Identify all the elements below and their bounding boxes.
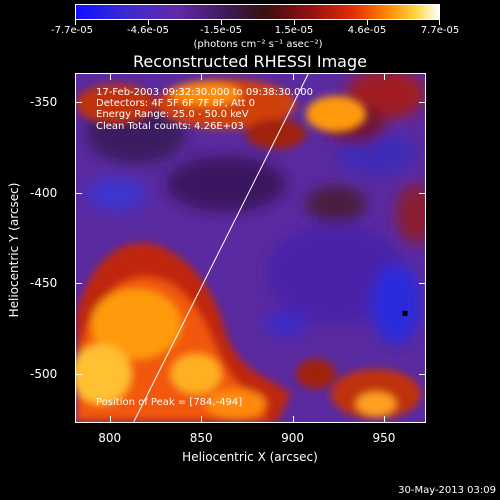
- y-tick-mark: [76, 283, 82, 285]
- peak-marker: [402, 310, 408, 316]
- heatmap-image: [76, 74, 425, 422]
- colorbar-tick-label: 1.5e-05: [274, 25, 314, 36]
- colorbar: [75, 4, 440, 20]
- y-tick-mark: [419, 102, 425, 103]
- footer-date: 30-May-2013 03:09: [398, 485, 496, 496]
- time-range-text: 17-Feb-2003 09:32:30.000 to 09:38:30.000: [96, 87, 314, 98]
- x-tick-mark: [383, 416, 385, 422]
- x-axis-label: Heliocentric X (arcsec): [182, 450, 318, 464]
- y-axis-label: Heliocentric Y (arcsec): [7, 182, 21, 318]
- colorbar-tick: [75, 20, 76, 25]
- y-tick-mark: [419, 374, 425, 376]
- y-tick-label: -400: [30, 185, 58, 200]
- detectors-text: Detectors: 4F 5F 6F 7F 8F, Att 0: [96, 98, 256, 109]
- x-tick-label: 800: [98, 431, 122, 445]
- colorbar-tick-label: -1.5e-05: [200, 25, 242, 36]
- chart-title: Reconstructed RHESSI Image: [133, 52, 367, 71]
- colorbar-tick: [439, 20, 440, 25]
- y-tick-label: -350: [30, 95, 58, 109]
- peak-position-text: Position of Peak = [784,-494]: [96, 397, 243, 408]
- colorbar-tick-label: 7.7e-05: [420, 25, 460, 36]
- y-tick-mark: [419, 192, 425, 194]
- image-plot: 17-Feb-2003 09:32:30.000 to 09:38:30.000…: [75, 73, 426, 423]
- x-tick-label: 850: [189, 431, 213, 445]
- x-tick-label: 950: [372, 431, 396, 445]
- x-tick-mark: [292, 416, 294, 422]
- colorbar-tick: [294, 20, 295, 25]
- x-tick-mark: [383, 74, 385, 80]
- x-tick-mark: [201, 74, 203, 80]
- x-tick-mark: [292, 74, 294, 80]
- x-tick-mark: [109, 74, 111, 80]
- colorbar-tick: [221, 20, 222, 25]
- solar-limb-line: [133, 74, 309, 422]
- y-tick-label: -450: [30, 276, 58, 291]
- x-tick-mark: [109, 416, 111, 422]
- y-tick-label: -500: [30, 367, 58, 382]
- colorbar-tick-label: 4.6e-05: [347, 25, 387, 36]
- y-tick-mark: [76, 102, 82, 103]
- colorbar-tick: [367, 20, 368, 25]
- energy-range-text: Energy Range: 25.0 - 50.0 keV: [96, 109, 249, 120]
- x-tick-mark: [201, 416, 203, 422]
- x-tick-label: 900: [281, 431, 304, 445]
- colorbar-tick-label: -7.7e-05: [51, 25, 93, 36]
- y-tick-mark: [76, 192, 82, 194]
- y-tick-mark: [419, 283, 425, 285]
- y-tick-mark: [76, 374, 82, 376]
- colorbar-tick: [148, 20, 149, 25]
- colorbar-units: (photons cm⁻² s⁻¹ asec⁻²): [193, 39, 323, 50]
- clean-counts-text: Clean Total counts: 4.26E+03: [96, 121, 244, 132]
- colorbar-tick-label: -4.6e-05: [127, 25, 169, 36]
